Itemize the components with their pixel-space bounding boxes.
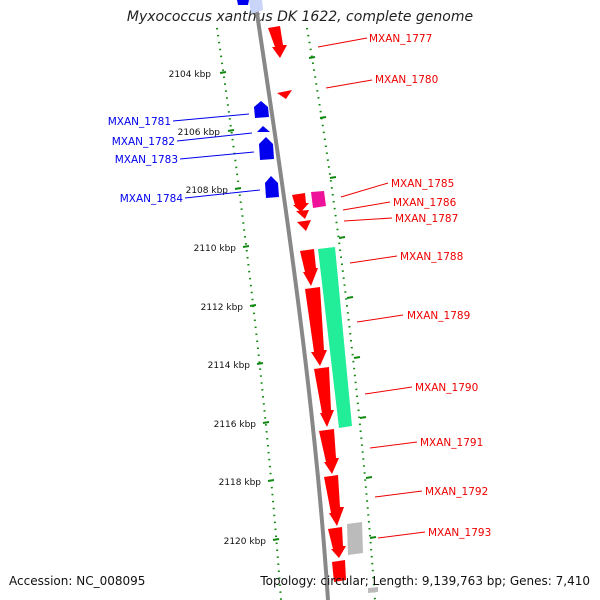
gene-arrow-mxan-1777[interactable] (268, 26, 287, 58)
gene-label-mxan-1792[interactable]: MXAN_1792 (425, 486, 488, 498)
leader-mxan-1786 (342, 201, 391, 211)
gene-label-mxan-1781[interactable]: MXAN_1781 (108, 116, 171, 128)
leader-mxan-1777 (317, 37, 368, 48)
gene-label-mxan-1783[interactable]: MXAN_1783 (115, 154, 178, 166)
leader-mxan-1791 (369, 441, 418, 449)
gene-label-mxan-1793[interactable]: MXAN_1793 (428, 527, 491, 539)
leader-mxan-1783 (179, 151, 255, 160)
gene-arrow-mxan-1781[interactable] (254, 101, 269, 118)
gene-arrow-mxan-1786[interactable] (296, 210, 309, 219)
scale-label-2112: 2112 kbp (201, 303, 244, 313)
scale-label-2108: 2108 kbp (186, 186, 229, 196)
feature-magenta[interactable] (311, 191, 326, 208)
leader-mxan-1784 (184, 189, 261, 199)
gene-arrow-mxan-1793[interactable] (328, 527, 346, 558)
gene-label-mxan-1782[interactable]: MXAN_1782 (112, 136, 175, 148)
gene-arrow-mxan-1783[interactable] (259, 137, 274, 160)
gene-label-mxan-1787[interactable]: MXAN_1787 (395, 213, 458, 225)
leader-mxan-1781 (172, 113, 250, 122)
gene-label-mxan-1788[interactable]: MXAN_1788 (400, 251, 463, 263)
gene-arrow-mxan-1789[interactable] (305, 287, 327, 366)
gene-label-mxan-1786[interactable]: MXAN_1786 (393, 197, 457, 209)
accession-text: Accession: NC_008095 (9, 574, 146, 588)
leader-mxan-1780 (325, 79, 373, 89)
gene-label-mxan-1777[interactable]: MXAN_1777 (369, 33, 432, 45)
scale-label-2106: 2106 kbp (178, 128, 221, 138)
scale-label-2120: 2120 kbp (224, 537, 267, 547)
leader-mxan-1782 (176, 132, 253, 142)
gene-arrow-mxan-1785[interactable] (292, 193, 309, 212)
leader-mxan-1787 (343, 217, 393, 222)
genome-summary-text: Topology: circular; Length: 9,139,763 bp… (260, 574, 590, 588)
leader-mxan-1792 (374, 490, 423, 498)
feature-gray-bottom (368, 587, 378, 593)
scale-label-2110: 2110 kbp (194, 244, 237, 254)
scale-ticks-outer (308, 56, 377, 539)
leader-mxan-1789 (356, 314, 404, 323)
scale-label-2118: 2118 kbp (219, 478, 262, 488)
gene-arrow-mxan-1792[interactable] (324, 475, 344, 526)
gene-arrow-mxan-1787[interactable] (297, 220, 311, 231)
leader-mxan-1785 (340, 182, 389, 198)
gene-arrow-bottom[interactable] (332, 560, 346, 582)
gene-arrow-mxan-1790[interactable] (314, 367, 334, 427)
feature-green[interactable] (318, 247, 352, 428)
gene-arrow-mxan-1782[interactable] (257, 126, 270, 132)
genome-title: Myxococcus xanthus DK 1622, complete gen… (126, 9, 474, 25)
gene-arrow-mxan-1784[interactable] (265, 176, 279, 198)
gene-arrow-top-blue[interactable] (237, 0, 249, 5)
scale-label-2114: 2114 kbp (208, 361, 251, 371)
gene-label-mxan-1790[interactable]: MXAN_1790 (415, 382, 478, 394)
gene-label-mxan-1789[interactable]: MXAN_1789 (407, 310, 470, 322)
gene-label-mxan-1791[interactable]: MXAN_1791 (420, 437, 483, 449)
genome-backbone (253, 0, 330, 600)
gene-arrow-mxan-1780[interactable] (277, 90, 292, 99)
scale-label-2116: 2116 kbp (214, 420, 257, 430)
gene-label-mxan-1784[interactable]: MXAN_1784 (120, 193, 184, 205)
scale-ticks-inner (219, 71, 280, 541)
gene-arrow-mxan-1791[interactable] (319, 429, 339, 474)
leader-mxan-1793 (377, 531, 426, 539)
gene-label-mxan-1780[interactable]: MXAN_1780 (375, 74, 438, 86)
gene-label-mxan-1785[interactable]: MXAN_1785 (391, 178, 454, 190)
scale-label-2104: 2104 kbp (169, 70, 212, 80)
feature-gray[interactable] (347, 522, 363, 555)
leader-mxan-1790 (364, 386, 413, 395)
gene-arrow-mxan-1788[interactable] (300, 249, 318, 286)
gene-arrow-top-faded (249, 0, 263, 14)
leader-mxan-1788 (349, 255, 398, 264)
